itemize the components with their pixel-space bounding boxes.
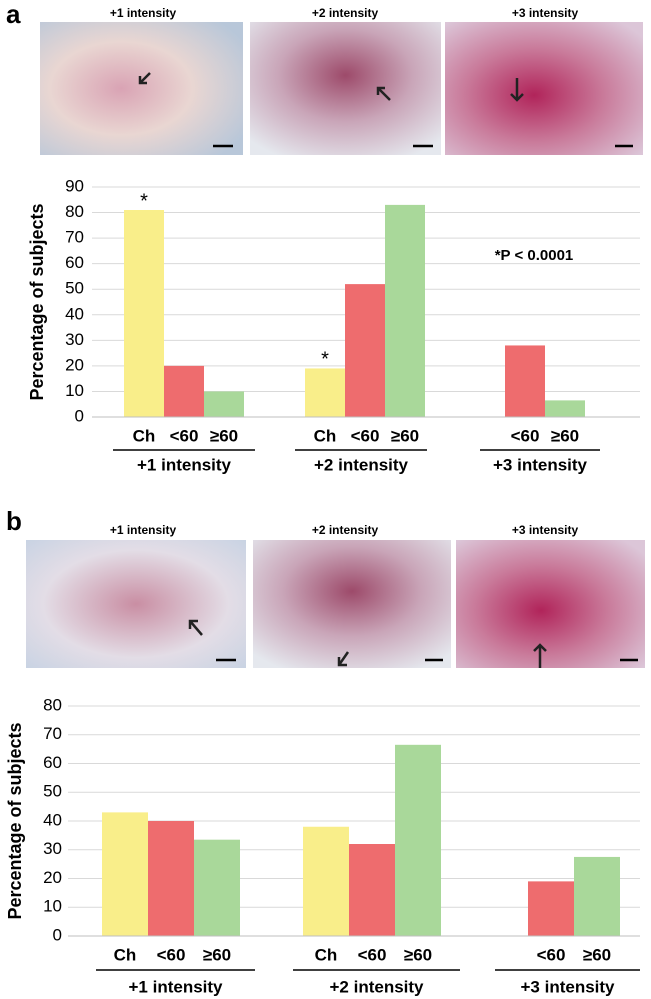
y-tick-label: 10	[43, 897, 62, 916]
y-axis-title: Percentage of subjects	[5, 722, 25, 919]
series-label: ≥60	[210, 426, 238, 445]
series-label: <60	[157, 945, 186, 964]
scale-bars	[213, 144, 638, 662]
significance-mark: *	[321, 349, 329, 371]
y-tick-label: 70	[43, 724, 62, 743]
micrographs-a	[26, 22, 645, 668]
y-tick-label: 30	[43, 839, 62, 858]
y-tick-label: 20	[43, 868, 62, 887]
bar	[345, 284, 385, 417]
series-label: <60	[358, 945, 387, 964]
y-tick-label: 70	[65, 228, 84, 247]
image-title: +2 intensity	[312, 523, 379, 537]
image-title: +1 intensity	[110, 6, 177, 20]
bar	[303, 826, 349, 936]
bar	[148, 821, 194, 936]
significance-mark: *	[140, 190, 148, 212]
micrograph	[456, 540, 645, 668]
category-label: +1 intensity	[137, 455, 232, 474]
image-title: +3 intensity	[512, 523, 579, 537]
y-tick-label: 80	[43, 695, 62, 714]
bar	[124, 210, 164, 417]
series-label: Ch	[315, 945, 338, 964]
bar	[194, 839, 240, 936]
y-tick-label: 0	[75, 406, 84, 425]
image-title: +1 intensity	[110, 523, 177, 537]
y-tick-label: 60	[43, 753, 62, 772]
series-label: ≥60	[551, 426, 579, 445]
bar	[305, 368, 345, 417]
category-label: +3 intensity	[520, 977, 615, 996]
series-label: ≥60	[391, 426, 419, 445]
y-tick-label: 20	[65, 355, 84, 374]
category-label: +1 intensity	[128, 977, 223, 996]
series-label: Ch	[314, 426, 337, 445]
series-label: ≥60	[404, 945, 432, 964]
series-label: Ch	[133, 426, 156, 445]
bar	[349, 844, 395, 936]
micrograph	[26, 540, 246, 668]
annotation: *P < 0.0001	[495, 247, 574, 264]
series-label: Ch	[114, 945, 137, 964]
series-label: ≥60	[203, 945, 231, 964]
panel-label: b	[6, 506, 22, 536]
y-tick-label: 80	[65, 202, 84, 221]
panel-label: a	[6, 0, 21, 29]
y-tick-label: 40	[65, 304, 84, 323]
image-title: +3 intensity	[512, 6, 579, 20]
y-tick-label: 30	[65, 330, 84, 349]
category-label: +2 intensity	[329, 977, 424, 996]
series-label: <60	[537, 945, 566, 964]
series-label: <60	[511, 426, 540, 445]
y-tick-label: 90	[65, 176, 84, 195]
micrograph	[253, 540, 451, 668]
bar	[545, 400, 585, 417]
series-label: <60	[351, 426, 380, 445]
micrograph	[250, 22, 441, 155]
y-tick-label: 60	[65, 253, 84, 272]
y-tick-label: 10	[65, 381, 84, 400]
bar	[395, 744, 441, 936]
image-title: +2 intensity	[312, 6, 379, 20]
y-tick-label: 40	[43, 810, 62, 829]
bar	[528, 881, 574, 936]
micrograph	[40, 22, 243, 155]
category-label: +3 intensity	[493, 455, 588, 474]
bar	[385, 204, 425, 417]
bar	[574, 856, 620, 936]
bar	[204, 391, 244, 417]
y-tick-label: 50	[43, 782, 62, 801]
arrows	[138, 72, 547, 668]
bar	[164, 365, 204, 417]
y-axis-title: Percentage of subjects	[27, 203, 47, 400]
bar	[102, 812, 148, 936]
series-label: <60	[170, 426, 199, 445]
micrograph	[445, 22, 643, 155]
y-tick-label: 50	[65, 279, 84, 298]
series-label: ≥60	[583, 945, 611, 964]
bar	[505, 345, 545, 417]
category-label: +2 intensity	[314, 455, 409, 474]
y-tick-label: 0	[53, 925, 62, 944]
